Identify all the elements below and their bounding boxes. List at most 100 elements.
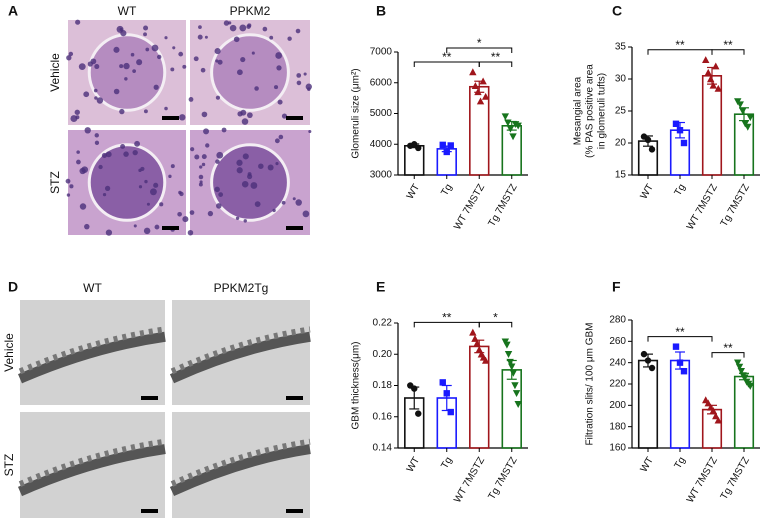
nucleus bbox=[69, 184, 74, 189]
nucleus bbox=[215, 59, 219, 63]
nucleus bbox=[262, 26, 268, 32]
data-point bbox=[640, 350, 648, 358]
data-point bbox=[415, 144, 422, 152]
row-label: STZ bbox=[2, 454, 16, 477]
nucleus bbox=[94, 96, 98, 100]
data-point bbox=[672, 120, 680, 127]
data-point bbox=[443, 390, 450, 397]
nucleus bbox=[236, 167, 243, 174]
nucleus bbox=[228, 21, 232, 25]
data-point bbox=[469, 328, 477, 336]
data-point bbox=[648, 146, 656, 153]
significance-bracket bbox=[711, 352, 745, 358]
data-point bbox=[501, 113, 510, 121]
membrane bbox=[169, 444, 311, 497]
nucleus bbox=[177, 211, 182, 217]
nucleus bbox=[138, 185, 143, 189]
data-point bbox=[473, 339, 481, 347]
data-point bbox=[506, 125, 515, 133]
nucleus bbox=[239, 24, 247, 32]
nucleus bbox=[217, 59, 223, 65]
nucleus bbox=[154, 224, 160, 230]
nucleus bbox=[296, 73, 302, 78]
y-tick-label: 280 bbox=[609, 315, 626, 326]
nucleus bbox=[214, 48, 221, 55]
nucleus bbox=[307, 87, 311, 91]
nucleus bbox=[295, 28, 301, 34]
data-point bbox=[474, 88, 482, 96]
nucleus bbox=[246, 24, 251, 29]
data-point bbox=[508, 363, 516, 371]
nucleus bbox=[134, 140, 140, 147]
row-label: STZ bbox=[48, 171, 62, 194]
nucleus bbox=[223, 20, 230, 26]
nucleus bbox=[198, 25, 202, 30]
nucleus bbox=[178, 190, 182, 195]
data-point bbox=[741, 374, 749, 382]
nucleus bbox=[201, 111, 208, 118]
nucleus bbox=[79, 203, 87, 210]
nucleus bbox=[221, 127, 227, 133]
nucleus bbox=[236, 159, 243, 166]
nucleus bbox=[205, 143, 210, 148]
nucleus bbox=[237, 111, 243, 117]
nucleus bbox=[302, 210, 310, 218]
significance-bracket bbox=[647, 336, 713, 342]
row-label: Vehicle bbox=[2, 333, 16, 372]
nucleus bbox=[215, 95, 221, 100]
bar bbox=[501, 369, 522, 449]
x-tick-label: WT 7MSTZ bbox=[452, 182, 487, 232]
y-tick-label: 220 bbox=[609, 379, 626, 390]
nucleus bbox=[153, 182, 159, 188]
significance-label: ** bbox=[442, 311, 452, 325]
nucleus bbox=[65, 178, 71, 184]
nucleus bbox=[143, 25, 149, 31]
nucleus bbox=[66, 55, 72, 61]
data-point bbox=[744, 123, 752, 131]
data-point bbox=[735, 363, 744, 371]
nucleus bbox=[274, 138, 280, 144]
nucleus bbox=[113, 88, 120, 95]
nucleus bbox=[207, 210, 214, 217]
nucleus bbox=[269, 35, 274, 40]
x-tick-label: WT 7MSTZ bbox=[452, 455, 487, 505]
y-axis-label: Mesangial area bbox=[573, 76, 584, 145]
nucleus bbox=[272, 208, 276, 213]
significance-label: ** bbox=[723, 38, 733, 52]
x-tick-label: WT 7MSTZ bbox=[685, 182, 720, 232]
data-point bbox=[648, 364, 656, 372]
data-point bbox=[712, 62, 720, 70]
y-tick-label: 30 bbox=[615, 74, 627, 85]
y-axis-label: (% PAS positive area bbox=[585, 64, 596, 158]
micrograph bbox=[17, 412, 166, 518]
nucleus bbox=[199, 165, 203, 169]
nucleus bbox=[168, 174, 172, 179]
x-tick-label: Tg bbox=[673, 182, 688, 198]
data-point bbox=[644, 357, 652, 364]
panel-letter: C bbox=[612, 3, 622, 19]
significance-label: ** bbox=[442, 50, 452, 64]
nucleus bbox=[102, 193, 107, 197]
column-label: WT bbox=[83, 281, 102, 295]
y-tick-label: 20 bbox=[615, 138, 627, 149]
nucleus bbox=[123, 62, 130, 70]
panel-letter: A bbox=[8, 3, 18, 19]
data-point bbox=[737, 368, 746, 375]
data-point bbox=[509, 369, 518, 377]
nucleus bbox=[258, 163, 264, 169]
nucleus bbox=[215, 159, 220, 164]
y-tick-label: 180 bbox=[609, 421, 626, 432]
membrane-edge bbox=[170, 438, 311, 487]
panel-letter: F bbox=[612, 279, 621, 295]
data-point bbox=[447, 142, 454, 149]
glomerulus bbox=[210, 33, 290, 112]
data-point bbox=[746, 114, 754, 122]
scale-bar bbox=[162, 116, 179, 120]
nucleus bbox=[179, 114, 186, 121]
data-point bbox=[509, 133, 517, 141]
nucleus bbox=[242, 153, 249, 160]
data-point bbox=[746, 382, 754, 390]
nucleus bbox=[84, 223, 90, 230]
nucleus bbox=[76, 159, 81, 165]
